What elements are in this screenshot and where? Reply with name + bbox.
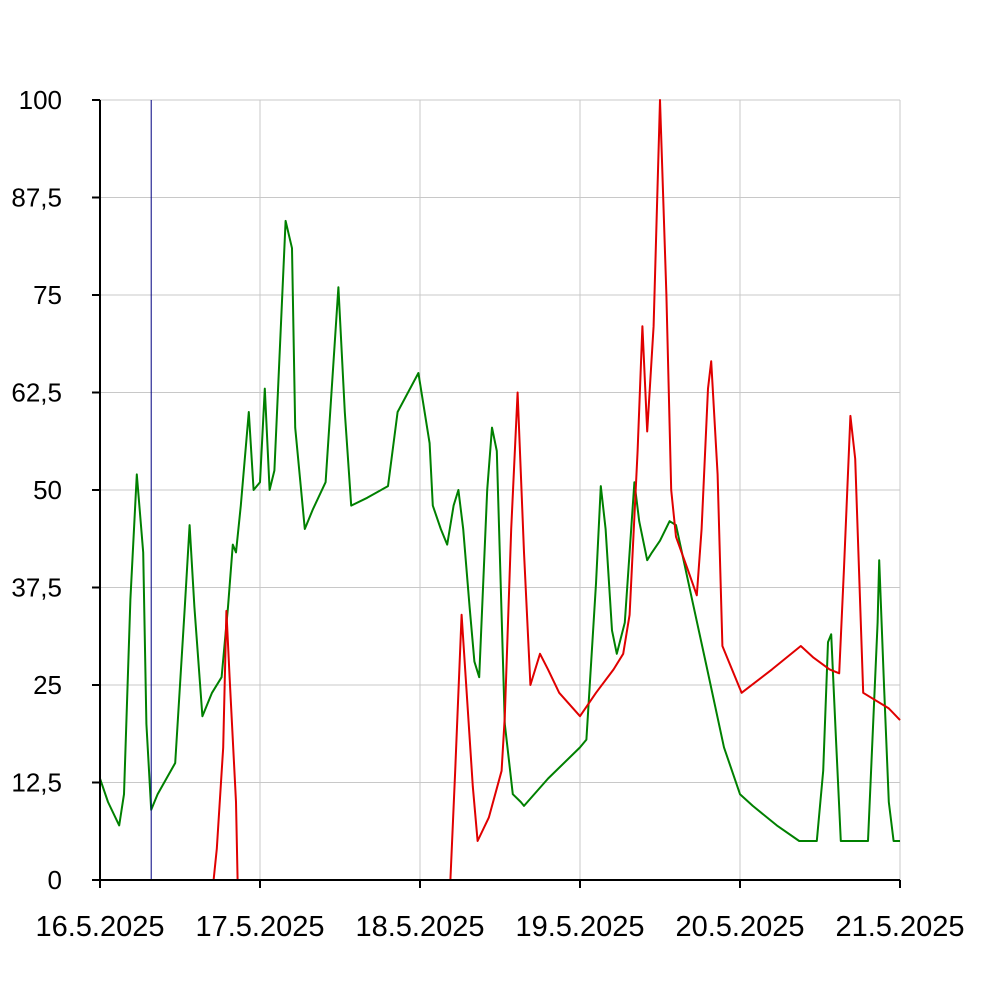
y-tick-label-2: 25 [33, 670, 62, 700]
y-tick-label-6: 75 [33, 280, 62, 310]
x-tick-label-3: 19.5.2025 [515, 911, 644, 943]
y-tick-label-1: 12,5 [11, 768, 62, 798]
y-tick-label-0: 0 [48, 865, 62, 895]
x-tick-label-0: 16.5.2025 [35, 911, 164, 943]
series-line-1 [100, 99, 901, 881]
y-tick-label-5: 62,5 [11, 378, 62, 408]
y-tick-label-8: 100 [19, 85, 62, 115]
y-tick-label-3: 37,5 [11, 573, 62, 603]
x-tick-label-1: 17.5.2025 [195, 911, 324, 943]
x-tick-label-2: 18.5.2025 [355, 911, 484, 943]
tick-labels: 0 12,5 25 37,5 50 62,5 75 87,5 100 16.5.2025 17.5.… [11, 85, 964, 943]
x-tick-label-5: 21.5.2025 [835, 911, 964, 943]
series-line-0 [99, 219, 900, 842]
y-tick-label-7: 87,5 [11, 183, 62, 213]
x-tick-label-4: 20.5.2025 [675, 911, 804, 943]
series-layer [99, 99, 901, 881]
y-tick-label-4: 50 [33, 475, 62, 505]
grid [99, 99, 901, 881]
axes [92, 99, 901, 888]
